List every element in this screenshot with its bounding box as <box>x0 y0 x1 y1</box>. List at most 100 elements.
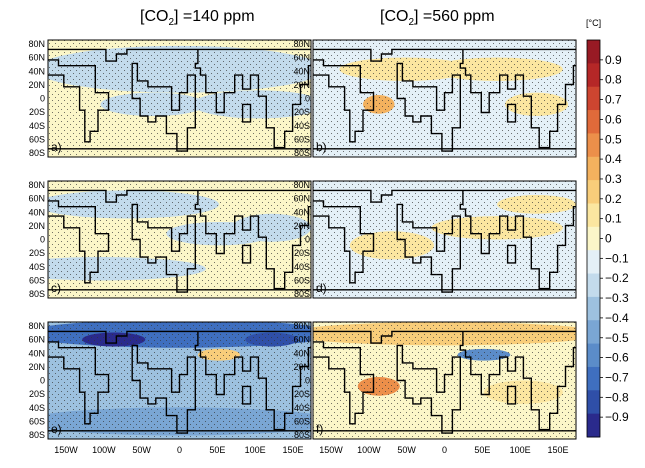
colorbar-swatch <box>587 156 600 181</box>
colorbar-swatch <box>587 63 600 88</box>
coastline <box>48 341 110 425</box>
y-tick-label: 40S <box>29 403 45 413</box>
coastline <box>241 385 252 405</box>
y-tick-label: 80N <box>293 180 310 190</box>
y-tick-label: 60S <box>294 134 310 144</box>
y-tick-label: 80S <box>29 430 45 440</box>
y-tick-label: 60S <box>29 416 45 426</box>
colorbar-tick-label: −0.5 <box>605 331 629 345</box>
y-tick-label: 80N <box>28 39 45 49</box>
colorbar-tick-label: 0.8 <box>605 73 622 87</box>
x-tick-label: 0 <box>177 445 182 455</box>
y-tick-label: 0 <box>305 94 310 104</box>
colorbar-tick-label: 0.2 <box>605 192 622 206</box>
map-panel-f: f) 80N 60N 40N 20N 0 20S 40S 60S 80S 150W 100W 50W 0 5… <box>293 321 577 455</box>
panel-frame <box>312 321 577 440</box>
x-tick-label: 150E <box>547 445 568 455</box>
y-tick-label: 60S <box>29 275 45 285</box>
coastline <box>396 203 461 293</box>
panel-label: c) <box>51 281 61 295</box>
x-tick-label: 100W <box>92 445 116 455</box>
map-panel-d: d) 80N 60N 40N 20N 0 20S 40S 60S 80S <box>293 180 577 299</box>
x-tick-label: 150E <box>282 445 303 455</box>
y-tick-label: 0 <box>40 235 45 245</box>
y-tick-label: 60N <box>293 335 310 345</box>
y-tick-label: 40S <box>294 403 310 413</box>
y-tick-label: 20S <box>29 107 45 117</box>
y-tick-label: 80S <box>294 148 310 158</box>
y-tick-label: 40S <box>29 121 45 131</box>
colorbar-swatch <box>587 250 600 275</box>
coastline <box>506 385 517 405</box>
coastline <box>241 103 252 123</box>
colorbar-tick-label: −0.2 <box>605 271 629 285</box>
panel-label: d) <box>316 281 327 295</box>
y-tick-label: 80N <box>28 180 45 190</box>
continent-outlines <box>313 189 576 293</box>
panel-label: a) <box>51 140 62 154</box>
y-tick-label: 80S <box>294 289 310 299</box>
y-tick-label: 40S <box>294 121 310 131</box>
y-tick-label: 40S <box>294 262 310 272</box>
continent-outlines <box>48 189 311 293</box>
colorbar-tick-label: 0.5 <box>605 132 622 146</box>
coastline <box>313 48 576 62</box>
y-tick-label: 0 <box>305 235 310 245</box>
colorbar-tick-label: 0.9 <box>605 53 622 67</box>
x-tick-label: 150W <box>54 445 78 455</box>
y-tick-label: 20S <box>294 107 310 117</box>
colorbar-swatch <box>587 320 600 345</box>
colorbar-tick-label: 0.1 <box>605 212 622 226</box>
y-tick-label: 20S <box>294 248 310 258</box>
colorbar-tick-label: −0.4 <box>605 311 629 325</box>
colorbar-swatch <box>587 133 600 158</box>
coastline <box>194 190 311 290</box>
colorbar-tick-label: −0.6 <box>605 351 629 365</box>
coastline <box>48 59 110 143</box>
x-tick-label: 50W <box>397 445 416 455</box>
y-tick-label: 0 <box>305 376 310 386</box>
coastline <box>459 49 576 149</box>
y-tick-label: 40N <box>28 66 45 76</box>
colorbar-swatch <box>587 226 600 251</box>
continent-outlines <box>48 48 311 152</box>
right-column-title: [CO2] =560 ppm <box>380 8 495 29</box>
panel-frame <box>312 180 577 299</box>
colorbar-swatch <box>587 413 600 438</box>
panel-label: e) <box>51 422 62 436</box>
colorbar-unit: [°C] <box>586 18 602 28</box>
y-tick-label: 40N <box>293 348 310 358</box>
y-tick-label: 40N <box>293 207 310 217</box>
coastline <box>241 244 252 264</box>
colorbar-tick-label: 0.7 <box>605 93 622 107</box>
y-tick-label: 80N <box>28 321 45 331</box>
coastline <box>131 62 196 152</box>
coastline <box>313 189 576 203</box>
y-tick-label: 20S <box>29 389 45 399</box>
colorbar-tick-label: −0.1 <box>605 251 629 265</box>
coastline <box>396 62 461 152</box>
map-panel-a: a) 80N 60N 40N 20N 0 20S 40S 60S 80S <box>28 39 312 158</box>
y-tick-label: 20N <box>28 221 45 231</box>
coastline <box>194 49 311 149</box>
y-tick-label: 80N <box>293 321 310 331</box>
colorbar-tick-label: 0.4 <box>605 152 622 166</box>
y-tick-label: 40N <box>28 348 45 358</box>
y-tick-label: 80S <box>29 148 45 158</box>
coastline <box>313 59 375 143</box>
coastline <box>48 330 311 344</box>
colorbar-tick-label: 0.6 <box>605 112 622 126</box>
colorbar-swatch <box>587 273 600 298</box>
colorbar-tick-label: 0 <box>605 232 612 246</box>
coastline <box>194 331 311 431</box>
y-tick-label: 60N <box>28 194 45 204</box>
x-tick-label: 0 <box>442 445 447 455</box>
y-tick-label: 80N <box>293 39 310 49</box>
coastline <box>459 331 576 431</box>
x-tick-label: 50E <box>209 445 225 455</box>
colorbar-swatch <box>587 180 600 204</box>
y-tick-label: 20N <box>28 362 45 372</box>
colorbar-tick-label: −0.9 <box>605 410 629 424</box>
colorbar-tick-label: 0.3 <box>605 172 622 186</box>
